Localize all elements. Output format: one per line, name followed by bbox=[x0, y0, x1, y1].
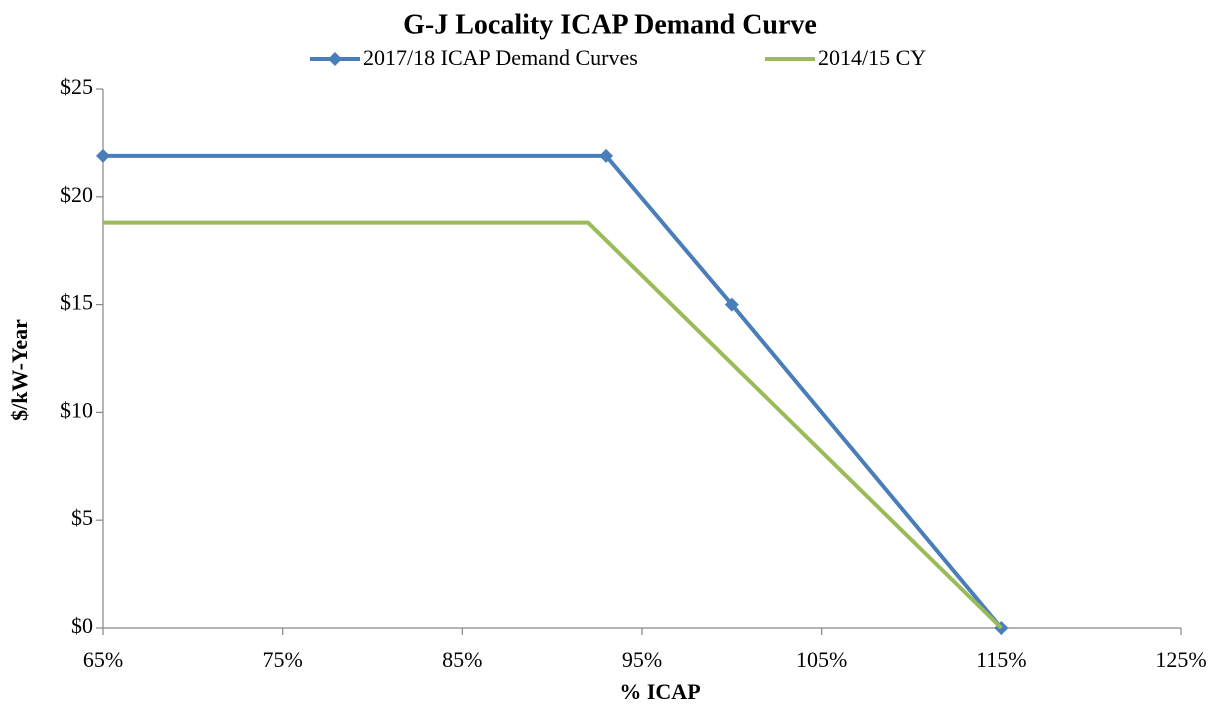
x-tick-label: 125% bbox=[1155, 647, 1206, 672]
x-tick-label: 105% bbox=[796, 647, 847, 672]
x-tick-label: 65% bbox=[83, 647, 123, 672]
chart-title: G-J Locality ICAP Demand Curve bbox=[403, 9, 817, 40]
y-tick-label: $25 bbox=[60, 74, 93, 99]
x-tick-label: 115% bbox=[976, 647, 1027, 672]
legend-label: 2014/15 CY bbox=[818, 45, 926, 70]
series-line bbox=[103, 153, 1003, 630]
series-line bbox=[103, 220, 1003, 630]
x-tick-label: 75% bbox=[263, 647, 303, 672]
data-point bbox=[96, 148, 110, 163]
y-tick-label: $20 bbox=[60, 182, 93, 207]
y-axis-label: $/kW-Year bbox=[7, 319, 32, 421]
x-tick-label: 85% bbox=[442, 647, 482, 672]
x-axis-label: % ICAP bbox=[619, 679, 700, 704]
y-tick-label: $15 bbox=[60, 290, 93, 315]
data-point bbox=[724, 297, 739, 312]
y-tick-label: $10 bbox=[60, 397, 93, 422]
data-point bbox=[599, 148, 614, 163]
legend-marker bbox=[328, 52, 342, 66]
x-tick-label: 95% bbox=[622, 647, 662, 672]
y-tick-label: $0 bbox=[71, 613, 93, 638]
legend-label: 2017/18 ICAP Demand Curves bbox=[363, 45, 638, 70]
y-tick-label: $5 bbox=[71, 505, 93, 530]
